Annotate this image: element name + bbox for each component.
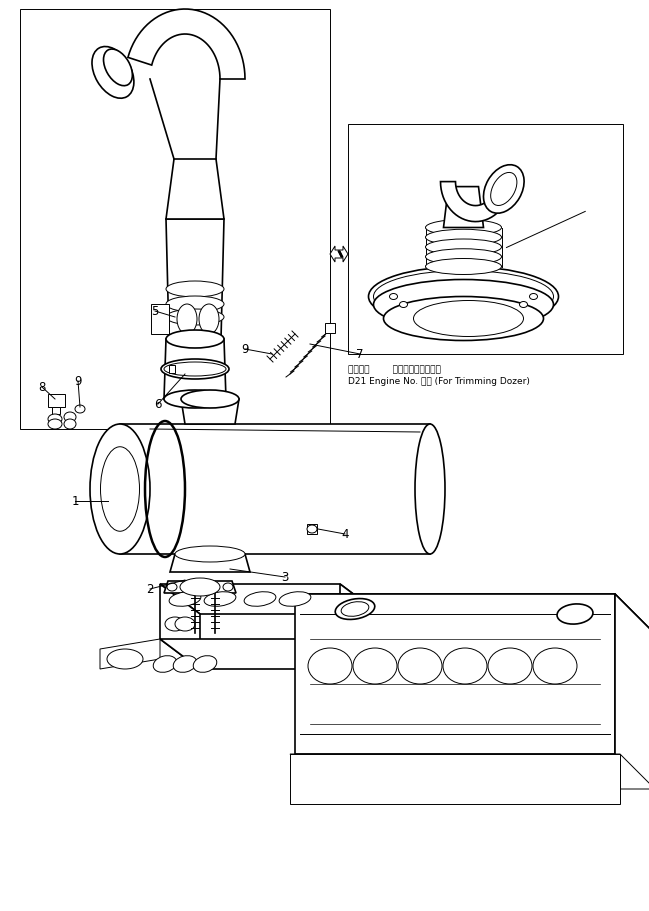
Polygon shape — [160, 584, 200, 670]
Ellipse shape — [90, 425, 150, 555]
Ellipse shape — [166, 281, 224, 298]
Ellipse shape — [165, 618, 185, 631]
Polygon shape — [164, 340, 226, 400]
Ellipse shape — [279, 592, 311, 607]
Ellipse shape — [353, 649, 397, 684]
Ellipse shape — [488, 649, 532, 684]
Ellipse shape — [103, 50, 132, 87]
Polygon shape — [166, 220, 224, 340]
Ellipse shape — [175, 618, 195, 631]
Ellipse shape — [374, 281, 554, 330]
Text: 1: 1 — [71, 495, 79, 508]
Text: 5: 5 — [151, 305, 159, 318]
Text: 9: 9 — [241, 343, 249, 356]
Polygon shape — [166, 159, 224, 220]
Ellipse shape — [426, 230, 502, 246]
Ellipse shape — [48, 420, 62, 429]
Ellipse shape — [64, 420, 76, 429]
Ellipse shape — [177, 304, 197, 334]
Ellipse shape — [415, 425, 445, 555]
Ellipse shape — [426, 260, 502, 275]
Ellipse shape — [166, 331, 224, 349]
Ellipse shape — [336, 599, 374, 619]
Ellipse shape — [307, 526, 317, 534]
Ellipse shape — [484, 166, 524, 214]
Ellipse shape — [166, 297, 224, 312]
Ellipse shape — [64, 413, 76, 423]
Polygon shape — [290, 754, 649, 789]
Ellipse shape — [426, 220, 502, 236]
Polygon shape — [615, 594, 649, 789]
Ellipse shape — [426, 240, 502, 256]
Ellipse shape — [75, 405, 85, 414]
Polygon shape — [164, 581, 236, 593]
Ellipse shape — [308, 649, 352, 684]
Polygon shape — [48, 394, 65, 407]
Ellipse shape — [164, 391, 226, 408]
Polygon shape — [120, 425, 430, 555]
Ellipse shape — [107, 650, 143, 670]
Bar — [325, 323, 335, 333]
Ellipse shape — [180, 578, 220, 597]
Ellipse shape — [153, 656, 177, 672]
Text: 8: 8 — [38, 381, 45, 394]
Text: エンジンフード
Engine Hood: エンジンフード Engine Hood — [519, 262, 576, 283]
Ellipse shape — [533, 649, 577, 684]
Text: 6: 6 — [154, 398, 162, 411]
Ellipse shape — [384, 297, 543, 341]
Ellipse shape — [92, 47, 134, 99]
Polygon shape — [295, 594, 615, 754]
Text: 5: 5 — [587, 206, 594, 219]
Polygon shape — [128, 10, 245, 80]
Ellipse shape — [181, 391, 239, 408]
Text: 3: 3 — [281, 571, 289, 584]
Ellipse shape — [398, 649, 442, 684]
Ellipse shape — [369, 267, 559, 327]
Ellipse shape — [161, 360, 229, 380]
Text: 9: 9 — [74, 375, 82, 388]
Polygon shape — [160, 584, 380, 614]
Polygon shape — [443, 188, 484, 229]
Polygon shape — [330, 247, 348, 262]
Ellipse shape — [167, 583, 177, 591]
Ellipse shape — [193, 656, 217, 672]
Text: 2: 2 — [146, 583, 154, 596]
Ellipse shape — [244, 592, 276, 607]
Polygon shape — [181, 400, 239, 425]
Ellipse shape — [166, 310, 224, 325]
Polygon shape — [160, 640, 380, 670]
Ellipse shape — [169, 592, 201, 607]
Ellipse shape — [519, 302, 528, 308]
Ellipse shape — [443, 649, 487, 684]
Polygon shape — [100, 640, 160, 670]
Ellipse shape — [530, 294, 537, 300]
Bar — [20, 10, 330, 429]
Text: D21 Engine No. ・～ (For Trimming Dozer): D21 Engine No. ・～ (For Trimming Dozer) — [348, 376, 530, 385]
Polygon shape — [295, 594, 649, 630]
Bar — [169, 365, 175, 374]
Ellipse shape — [199, 304, 219, 334]
Ellipse shape — [389, 294, 397, 300]
Text: 4: 4 — [341, 527, 349, 541]
Ellipse shape — [204, 592, 236, 607]
Bar — [307, 525, 317, 535]
Ellipse shape — [173, 656, 197, 672]
Ellipse shape — [175, 547, 245, 562]
Ellipse shape — [48, 415, 62, 425]
Polygon shape — [52, 407, 60, 415]
Ellipse shape — [400, 302, 408, 308]
Polygon shape — [340, 584, 380, 670]
Ellipse shape — [557, 604, 593, 624]
Polygon shape — [151, 304, 169, 334]
Ellipse shape — [223, 583, 233, 591]
Ellipse shape — [426, 250, 502, 265]
Polygon shape — [170, 555, 250, 572]
Polygon shape — [441, 182, 509, 222]
Text: 適用号機        トリミングドーザ用: 適用号機 トリミングドーザ用 — [348, 364, 441, 374]
Polygon shape — [290, 754, 620, 804]
Bar — [348, 125, 623, 354]
Text: 7: 7 — [356, 348, 363, 361]
